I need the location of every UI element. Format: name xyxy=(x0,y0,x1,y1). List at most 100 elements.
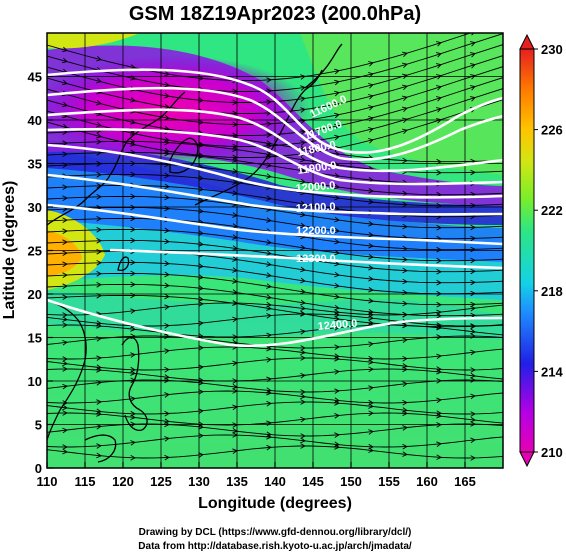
streamline-arrow xyxy=(300,244,306,251)
streamline-arrow xyxy=(198,301,204,307)
streamline-arrow xyxy=(198,345,204,351)
streamline-arrow xyxy=(470,235,476,242)
streamline-arrow xyxy=(300,329,306,335)
x-tick-label: 125 xyxy=(150,474,172,489)
streamline-arrow xyxy=(96,282,102,288)
streamline-arrow xyxy=(334,369,340,375)
streamline-arrow xyxy=(130,226,136,233)
colorbar: 210 214 218 222 226 230 xyxy=(519,33,563,468)
streamline-arrow xyxy=(436,454,442,460)
streamline-arrow xyxy=(470,63,476,69)
streamline-arrow xyxy=(470,246,476,253)
streamline-arrow xyxy=(368,254,374,260)
streamline xyxy=(47,207,503,240)
streamline-arrow xyxy=(470,202,476,209)
streamline-arrow xyxy=(334,400,340,406)
streamline-arrow xyxy=(96,139,102,145)
streamline xyxy=(47,302,503,316)
streamline-arrow xyxy=(470,169,476,176)
streamline-arrow xyxy=(96,216,102,222)
streamline xyxy=(47,434,503,448)
colorbar-max-arrow xyxy=(519,33,535,50)
streamline-arrow xyxy=(164,421,170,428)
streamline-arrow xyxy=(62,322,68,328)
streamline-arrow xyxy=(164,293,170,300)
streamline-arrow xyxy=(300,437,306,444)
streamline-arrow xyxy=(266,434,272,440)
streamline-arrow xyxy=(198,389,204,395)
streamline-arrow xyxy=(232,300,238,306)
streamline-arrow xyxy=(96,55,102,62)
chart-title: GSM 18Z19Apr2023 (200.0hPa) xyxy=(129,3,421,25)
streamline-arrow xyxy=(96,271,102,277)
y-axis-title: Latitude (degrees) xyxy=(1,181,18,320)
streamline-arrow xyxy=(436,322,442,328)
streamline-arrow xyxy=(436,85,442,91)
streamline xyxy=(47,88,503,147)
streamline-arrow xyxy=(130,308,136,314)
streamline-arrow xyxy=(198,377,204,383)
streamline-arrow xyxy=(266,313,272,319)
streamline-arrow xyxy=(130,352,136,358)
streamline-arrow xyxy=(300,416,306,423)
streamline-arrow xyxy=(266,376,272,383)
contour-line-11600 xyxy=(47,68,503,154)
streamline-arrow xyxy=(266,431,272,438)
streamline-arrow xyxy=(198,142,204,148)
y-axis: 0 5 10 15 20 25 30 35 40 45 xyxy=(28,70,53,476)
streamline-arrow xyxy=(130,259,136,266)
streamline-arrow xyxy=(164,81,170,88)
streamline-arrow xyxy=(232,289,238,295)
streamline-arrow xyxy=(334,312,340,318)
streamline-arrow xyxy=(96,121,102,128)
streamline-arrow xyxy=(300,355,306,361)
streamline-arrow xyxy=(436,107,442,113)
contour-label-12000: 12000.0 xyxy=(295,180,336,195)
streamline-arrow xyxy=(436,368,442,375)
streamline-arrow xyxy=(436,301,442,308)
streamline-arrow xyxy=(436,410,442,416)
streamline-arrow xyxy=(62,410,68,416)
x-tick-label: 130 xyxy=(188,474,210,489)
streamline-arrow xyxy=(130,193,136,200)
streamline-arrow xyxy=(62,184,68,190)
streamline-arrow xyxy=(62,46,68,53)
streamline-arrow xyxy=(436,353,442,360)
streamline-arrow xyxy=(232,223,238,229)
contour-label-12200: 12200.0 xyxy=(296,225,336,237)
streamline-arrow xyxy=(96,336,102,342)
streamline xyxy=(47,346,503,360)
streamline-arrow xyxy=(368,385,374,391)
streamline-arrow xyxy=(198,333,204,339)
streamline-arrow xyxy=(266,195,272,201)
streamline-arrow xyxy=(62,360,68,367)
streamline-arrow xyxy=(62,151,68,157)
streamline-arrow xyxy=(334,309,340,315)
streamline-arrow xyxy=(96,399,102,405)
streamline-arrow xyxy=(334,183,340,190)
streamline-arrow xyxy=(436,224,442,231)
streamline-arrow xyxy=(368,429,374,435)
streamline-arrow xyxy=(232,360,238,367)
streamline-arrow xyxy=(164,392,170,398)
streamline-arrow xyxy=(334,412,340,419)
streamline-arrow xyxy=(300,372,306,379)
streamline-arrow xyxy=(334,112,340,119)
y-tick-label: 30 xyxy=(28,200,42,215)
streamline xyxy=(47,240,503,273)
streamline-arrow xyxy=(164,136,170,143)
y-tick-label: 40 xyxy=(28,113,42,128)
streamline-arrow xyxy=(232,121,238,128)
streamline-arrow xyxy=(334,68,340,75)
streamline-arrow xyxy=(367,61,374,67)
streamline-arrow xyxy=(164,282,170,289)
streamline-arrow xyxy=(334,238,340,245)
streamline-arrow xyxy=(368,315,374,321)
colorbar-tick-label: 210 xyxy=(541,445,563,460)
streamline-arrow xyxy=(368,359,374,365)
streamline-arrow xyxy=(368,320,374,326)
streamline-arrow xyxy=(164,103,170,110)
streamline-arrow xyxy=(164,114,170,121)
streamline-arrow xyxy=(470,372,476,379)
